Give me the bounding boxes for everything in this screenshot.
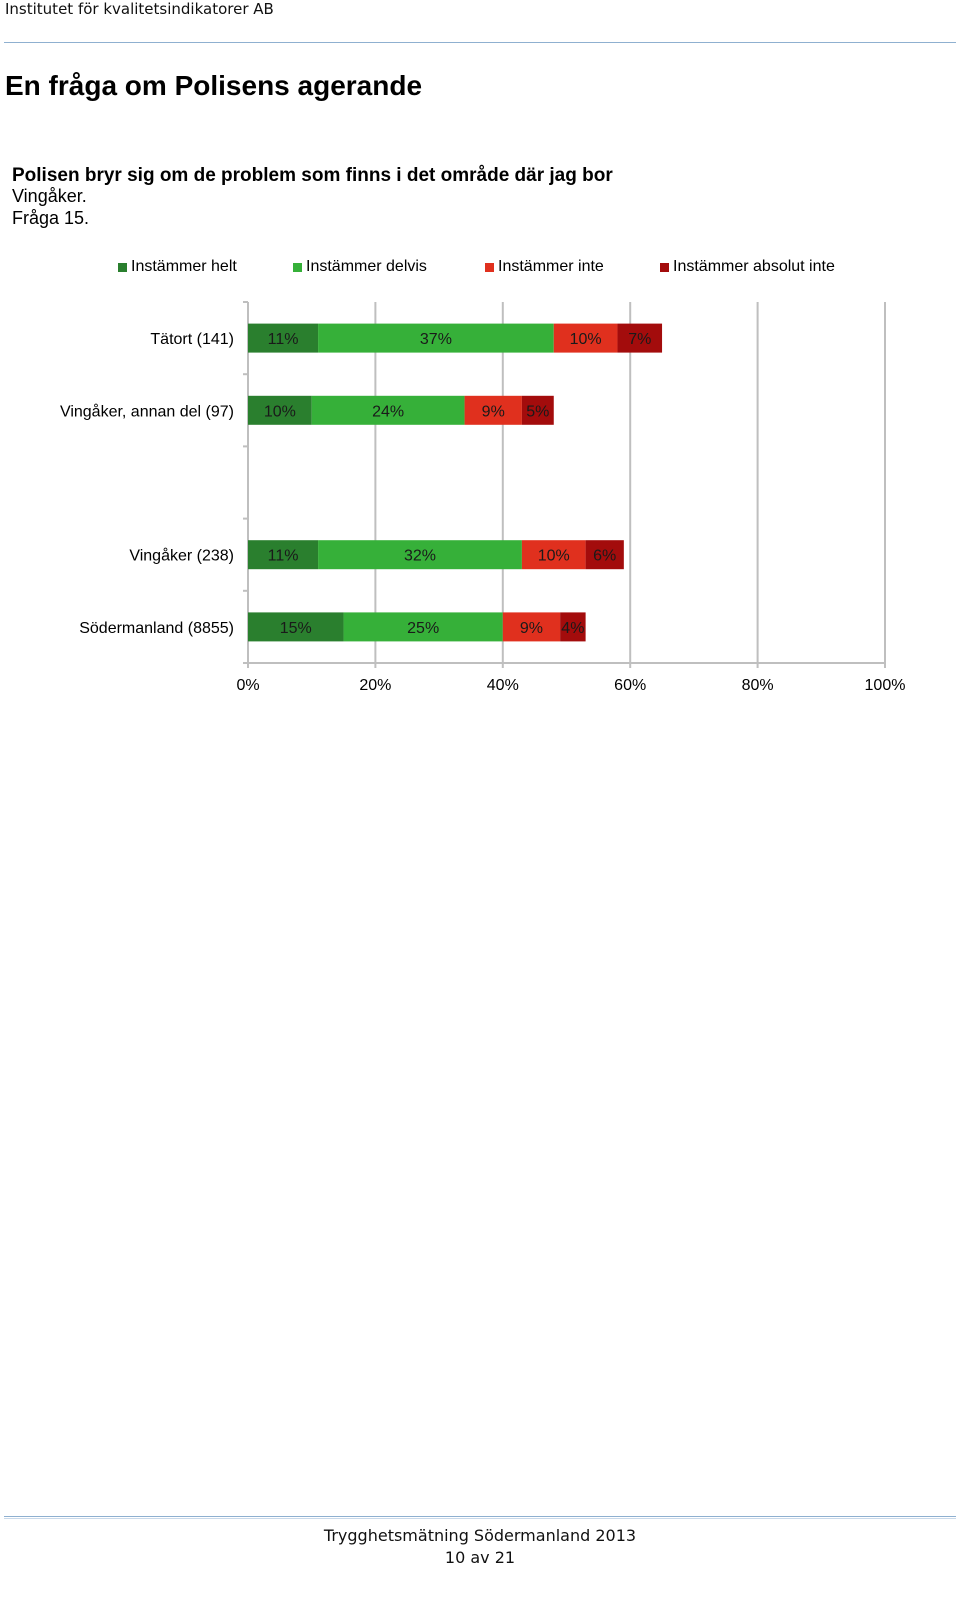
bar-segment <box>553 323 618 353</box>
bar-segment <box>464 395 522 425</box>
bar-segment <box>585 540 624 570</box>
bar-segment <box>248 612 344 642</box>
chart-subtitle-line-2: Fråga 15. <box>12 208 90 228</box>
bar-data-label: 10% <box>570 331 602 348</box>
bar-segment <box>248 540 319 570</box>
bar-data-label: 37% <box>420 331 452 348</box>
bar-data-label: 15% <box>280 620 312 637</box>
bar-segment <box>502 612 561 642</box>
bar-segment <box>248 323 319 353</box>
legend-item-inte: Instämmer inte <box>485 258 604 276</box>
legend-swatch-delvis <box>293 262 302 272</box>
category-label: Vingåker, annan del (97) <box>60 402 234 420</box>
bar-data-label: 32% <box>404 548 436 565</box>
bar-segment <box>318 540 522 570</box>
footer-report: Trygghetsmätning Södermanland 2013 <box>323 1526 637 1545</box>
bar-data-label: 9% <box>520 620 543 637</box>
x-tick-label: 100% <box>865 677 906 694</box>
chart-subtitle-line-1: Vingåker. <box>12 186 87 206</box>
bar-data-label: 10% <box>538 548 570 565</box>
chart-legend: Instämmer helt Instämmer delvis Instämme… <box>0 258 960 280</box>
legend-swatch-helt <box>118 262 127 272</box>
chart-title: Polisen bryr sig om de problem som finns… <box>12 165 613 186</box>
page-title: En fråga om Polisens agerande <box>5 70 423 101</box>
bar-segment <box>311 395 465 425</box>
bar-data-label: 6% <box>593 548 616 565</box>
footer-rule-secondary <box>4 1518 956 1519</box>
bar-data-label: 9% <box>482 403 505 420</box>
category-label: Tätort (141) <box>150 331 234 348</box>
x-tick-label: 40% <box>487 677 519 694</box>
legend-label-delvis: Instämmer delvis <box>306 258 427 275</box>
bar-data-label: 11% <box>268 331 299 348</box>
header-org: Institutet för kvalitetsindikatorer AB <box>5 0 274 18</box>
legend-item-helt: Instämmer helt <box>118 258 237 276</box>
legend-swatch-inte <box>485 262 494 272</box>
bar-data-label: 10% <box>264 403 296 420</box>
bar-data-label: 24% <box>372 403 404 420</box>
bar-segment <box>560 612 586 642</box>
bar-segment <box>617 323 663 353</box>
legend-item-delvis: Instämmer delvis <box>293 258 427 276</box>
bar-data-label: 25% <box>407 620 439 637</box>
x-tick-label: 20% <box>359 677 391 694</box>
legend-label-inte: Instämmer inte <box>498 258 604 275</box>
bar-segment <box>521 395 554 425</box>
x-tick-label: 0% <box>236 677 259 694</box>
footer-rule <box>4 1516 956 1517</box>
bar-data-label: 4% <box>561 620 584 637</box>
bar-data-label: 7% <box>628 331 651 348</box>
bar-segment <box>343 612 503 642</box>
bar-segment <box>318 323 554 353</box>
bar-data-label: 5% <box>526 403 549 420</box>
legend-swatch-absolut <box>660 262 669 272</box>
legend-label-helt: Instämmer helt <box>131 258 237 275</box>
bar-data-label: 11% <box>268 548 299 565</box>
x-tick-label: 60% <box>614 677 646 694</box>
legend-item-absolut: Instämmer absolut inte <box>660 258 835 276</box>
footer-page-number: 10 av 21 <box>444 1548 516 1567</box>
header-rule <box>4 42 956 43</box>
legend-label-absolut: Instämmer absolut inte <box>673 258 835 275</box>
bar-segment <box>248 395 312 425</box>
stacked-bar-chart: 0% 20% 40% 60% 80% 100% Tätort (141) 11% 37% 10% 7… <box>60 301 906 694</box>
x-tick-label: 80% <box>742 677 774 694</box>
category-label: Vingåker (238) <box>129 547 234 565</box>
bar-segment <box>521 540 586 570</box>
category-label: Södermanland (8855) <box>79 620 234 637</box>
